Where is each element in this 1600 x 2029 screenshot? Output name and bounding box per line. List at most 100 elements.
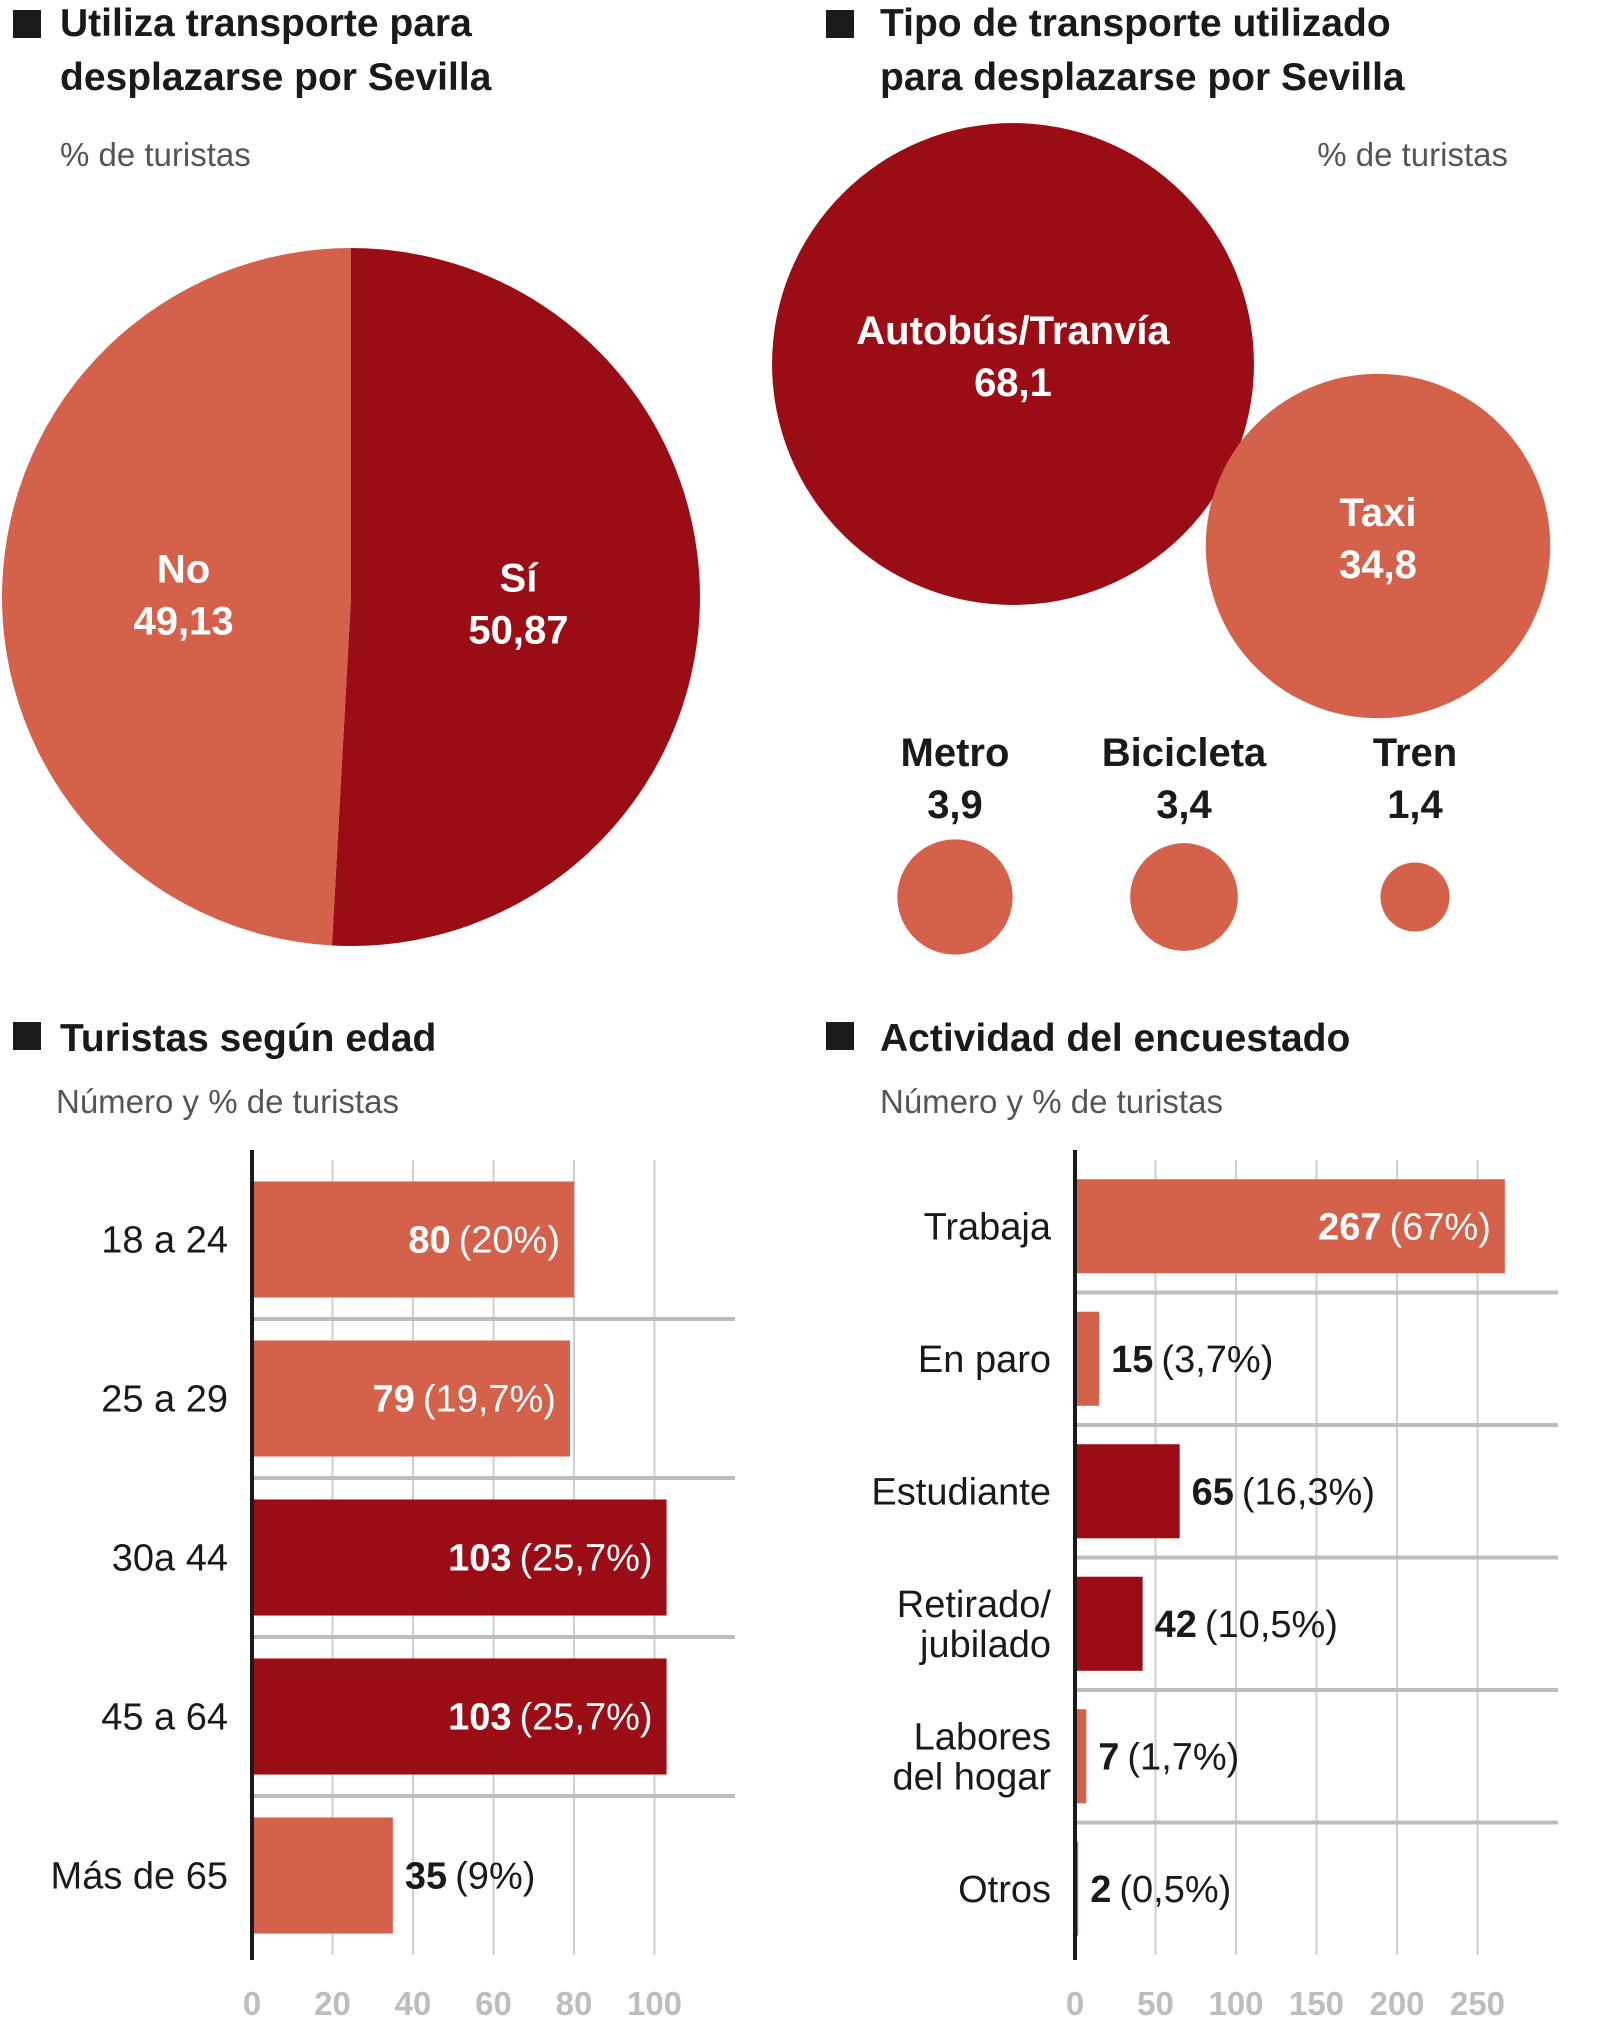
category-label: Metro <box>901 731 1010 775</box>
value-label: 35 (9%) <box>405 1856 536 1898</box>
bar <box>252 1658 667 1775</box>
value-label: 49,13 <box>133 599 233 643</box>
chart-subtitle: % de turistas <box>60 136 251 173</box>
value-percent: (25,7%) <box>520 1538 653 1580</box>
category-label: En paro <box>918 1339 1051 1381</box>
value-number: 65 <box>1192 1471 1234 1513</box>
bar <box>1075 1576 1143 1671</box>
category-label: Taxi <box>1339 491 1416 535</box>
value-label: 1,4 <box>1387 783 1443 827</box>
chart-subtitle: Número y % de turistas <box>880 1083 1223 1120</box>
x-tick-label: 50 <box>1137 1985 1174 2022</box>
category-label: 30a 44 <box>112 1538 228 1580</box>
category-label: Más de 65 <box>51 1856 228 1898</box>
chart-title: Utiliza transporte para desplazarse por S… <box>60 2 492 99</box>
bubble <box>1205 373 1551 719</box>
x-tick-label: 200 <box>1369 1985 1424 2022</box>
title-marker <box>13 1022 41 1050</box>
bar <box>1075 1311 1100 1406</box>
value-number: 42 <box>1155 1604 1197 1646</box>
category-label: Estudiante <box>871 1471 1051 1513</box>
category-label: No <box>157 547 210 591</box>
value-number: 103 <box>448 1697 511 1739</box>
value-label: 15 (3,7%) <box>1111 1339 1273 1381</box>
pie-slice <box>2 248 351 946</box>
value-number: 80 <box>408 1220 450 1262</box>
bubble <box>1130 843 1238 951</box>
category-label: Tren <box>1373 731 1457 775</box>
value-percent: (67%) <box>1389 1206 1490 1248</box>
bubble <box>772 123 1254 605</box>
value-percent: (10,5%) <box>1205 1604 1338 1646</box>
value-percent: (25,7%) <box>520 1697 653 1739</box>
bubble <box>1380 862 1450 932</box>
chart-title: Actividad del encuestado <box>880 1017 1350 1060</box>
value-number: 267 <box>1318 1206 1381 1248</box>
category-label: Sí <box>500 557 540 601</box>
value-percent: (19,7%) <box>423 1379 556 1421</box>
bar <box>252 1817 393 1934</box>
category-label: Bicicleta <box>1102 731 1267 775</box>
value-number: 2 <box>1090 1869 1111 1911</box>
bar <box>1075 1179 1505 1274</box>
value-label: 34,8 <box>1339 543 1417 587</box>
value-percent: (9%) <box>455 1856 535 1898</box>
value-number: 35 <box>405 1856 447 1898</box>
value-number: 15 <box>1111 1339 1153 1381</box>
x-tick-label: 20 <box>314 1985 351 2022</box>
value-percent: (0,5%) <box>1119 1869 1231 1911</box>
bar <box>1075 1444 1180 1539</box>
x-tick-label: 60 <box>475 1985 512 2022</box>
value-label: 103 (25,7%) <box>448 1538 652 1580</box>
category-label: Otros <box>958 1869 1051 1911</box>
x-tick-label: 80 <box>556 1985 593 2022</box>
category-label: Retirado/jubilado <box>897 1584 1052 1666</box>
category-label: Labores del hogar <box>893 1716 1052 1798</box>
value-label: 3,4 <box>1156 783 1212 827</box>
x-tick-label: 100 <box>1208 1985 1263 2022</box>
x-tick-label: 150 <box>1289 1985 1344 2022</box>
value-label: 2 (0,5%) <box>1090 1869 1231 1911</box>
value-percent: (3,7%) <box>1161 1339 1273 1381</box>
value-label: 267 (67%) <box>1318 1206 1491 1248</box>
category-label: 18 a 24 <box>101 1220 228 1262</box>
value-label: 42 (10,5%) <box>1155 1604 1338 1646</box>
x-tick-label: 100 <box>627 1985 682 2022</box>
value-label: 79 (19,7%) <box>373 1379 556 1421</box>
value-number: 103 <box>448 1538 511 1580</box>
bar <box>252 1181 574 1298</box>
category-label: Autobús/Tranvía <box>856 309 1170 353</box>
value-label: 65 (16,3%) <box>1192 1471 1375 1513</box>
title-marker <box>826 10 854 38</box>
x-tick-label: 250 <box>1450 1985 1505 2022</box>
value-percent: (20%) <box>459 1220 560 1262</box>
value-label: 3,9 <box>927 783 983 827</box>
category-label: 45 a 64 <box>101 1697 228 1739</box>
bubble <box>897 839 1013 955</box>
value-label: 80 (20%) <box>408 1220 560 1262</box>
x-tick-label: 40 <box>395 1985 432 2022</box>
bar <box>1075 1709 1087 1804</box>
title-marker <box>826 1022 854 1050</box>
chart-subtitle: % de turistas <box>1317 136 1508 173</box>
value-label: 103 (25,7%) <box>448 1697 652 1739</box>
bar <box>252 1340 570 1457</box>
category-label: Trabaja <box>924 1206 1052 1248</box>
bar <box>252 1499 667 1616</box>
pie-slice <box>331 248 701 947</box>
chart-title: Tipo de transporte utilizado para desplaz… <box>880 2 1405 99</box>
x-tick-label: 0 <box>243 1985 261 2022</box>
x-tick-label: 0 <box>1066 1985 1084 2022</box>
value-label: 68,1 <box>974 361 1052 405</box>
value-number: 79 <box>373 1379 415 1421</box>
title-marker <box>13 10 41 38</box>
chart-subtitle: Número y % de turistas <box>56 1083 399 1120</box>
chart-title: Turistas según edad <box>60 1017 436 1060</box>
value-percent: (1,7%) <box>1127 1736 1239 1778</box>
value-label: 50,87 <box>468 609 568 653</box>
value-number: 7 <box>1098 1736 1119 1778</box>
category-label: 25 a 29 <box>101 1379 228 1421</box>
value-label: 7 (1,7%) <box>1098 1736 1239 1778</box>
value-percent: (16,3%) <box>1242 1471 1375 1513</box>
